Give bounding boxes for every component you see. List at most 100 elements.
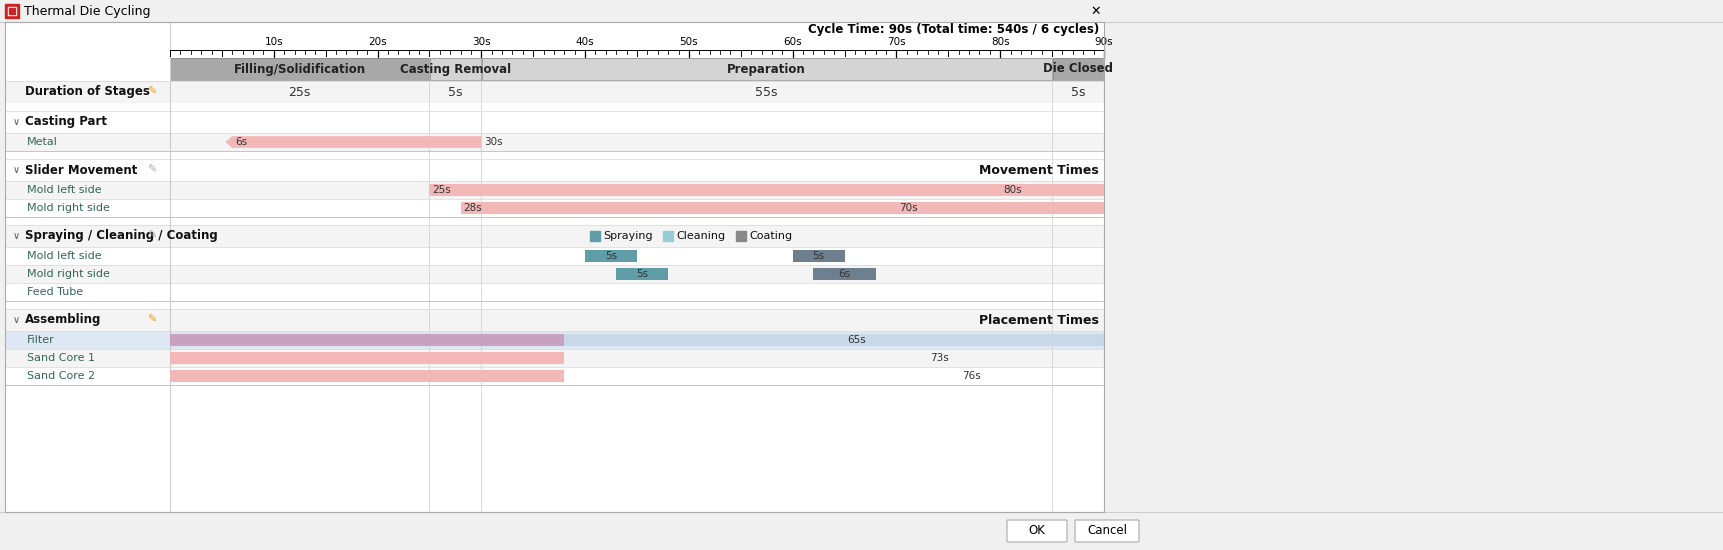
Text: ✎: ✎ (146, 231, 157, 241)
Bar (5, 81, 1103, 103)
Text: 25s: 25s (288, 85, 310, 98)
Bar (460, 202, 1103, 214)
Text: 73s: 73s (930, 353, 949, 363)
FancyBboxPatch shape (1075, 520, 1139, 542)
Text: 40s: 40s (575, 37, 594, 47)
Text: Spraying: Spraying (603, 231, 653, 241)
Bar (171, 370, 563, 382)
Text: Movement Times: Movement Times (979, 163, 1098, 177)
Bar (5, 111, 1103, 133)
Text: 76s: 76s (961, 371, 980, 381)
Text: 28s: 28s (463, 203, 482, 213)
Text: 6s: 6s (234, 137, 246, 147)
Bar (5, 265, 1103, 283)
Bar (5, 247, 1103, 265)
Text: 90s: 90s (1094, 37, 1113, 47)
Bar (9, 8, 16, 14)
Text: 5s: 5s (448, 85, 462, 98)
Text: ✎: ✎ (146, 165, 157, 175)
Bar (5, 367, 1103, 385)
Polygon shape (226, 136, 481, 148)
Text: Filling/Solidification: Filling/Solidification (234, 63, 365, 75)
Text: Mold right side: Mold right side (28, 203, 110, 213)
Bar (171, 58, 429, 80)
Text: Casting Removal: Casting Removal (400, 63, 510, 75)
Bar (5, 4, 19, 18)
Bar (5, 22, 1103, 512)
Text: 6s: 6s (837, 269, 849, 279)
Bar (1053, 58, 1103, 80)
Bar (1053, 58, 1103, 80)
Text: 20s: 20s (369, 37, 386, 47)
Bar (481, 58, 1051, 80)
Bar (5, 225, 1103, 247)
Text: Filter: Filter (28, 335, 55, 345)
Text: Casting Part: Casting Part (26, 116, 107, 129)
Text: 5s: 5s (605, 251, 617, 261)
Text: 5s: 5s (812, 251, 824, 261)
Text: Placement Times: Placement Times (979, 314, 1098, 327)
Text: Mold left side: Mold left side (28, 251, 102, 261)
Text: Spraying / Cleaning / Coating: Spraying / Cleaning / Coating (26, 229, 217, 243)
Bar (5, 309, 1103, 331)
Text: Sand Core 2: Sand Core 2 (28, 371, 95, 381)
Bar (5, 159, 1103, 181)
Bar (5, 349, 1103, 367)
Text: Preparation: Preparation (727, 63, 806, 75)
Bar (171, 58, 429, 80)
Text: Die Closed: Die Closed (1042, 63, 1113, 75)
Text: Mold right side: Mold right side (28, 269, 110, 279)
Text: 60s: 60s (782, 37, 801, 47)
Text: Coating: Coating (750, 231, 793, 241)
Text: 70s: 70s (887, 37, 905, 47)
Text: ✕: ✕ (1091, 4, 1101, 18)
Bar (5, 331, 1103, 349)
Text: Cycle Time: 90s (Total time: 540s / 6 cycles): Cycle Time: 90s (Total time: 540s / 6 cy… (808, 24, 1098, 36)
Text: 70s: 70s (899, 203, 918, 213)
Text: OK: OK (1029, 525, 1044, 537)
Bar (0, 0, 1723, 22)
Bar (429, 58, 481, 80)
Text: 10s: 10s (264, 37, 283, 47)
Text: ∨: ∨ (14, 165, 21, 175)
Bar (429, 184, 1103, 196)
Text: 30s: 30s (484, 137, 503, 147)
Text: 65s: 65s (848, 335, 865, 345)
Text: Mold left side: Mold left side (28, 185, 102, 195)
FancyBboxPatch shape (1006, 520, 1067, 542)
Bar (584, 250, 636, 262)
Bar (793, 250, 844, 262)
Text: ∨: ∨ (14, 315, 21, 325)
Text: ✎: ✎ (146, 87, 157, 97)
Text: 30s: 30s (472, 37, 491, 47)
Bar (171, 352, 563, 364)
Bar (5, 181, 1103, 199)
Text: 5s: 5s (1070, 85, 1085, 98)
Text: 80s: 80s (1003, 185, 1022, 195)
Text: Assembling: Assembling (26, 314, 102, 327)
Bar (5, 81, 1103, 103)
Bar (589, 231, 600, 241)
Bar (663, 231, 672, 241)
Bar (171, 334, 563, 346)
Text: 80s: 80s (991, 37, 1010, 47)
Bar (5, 22, 1103, 512)
Bar (615, 268, 669, 280)
Text: Feed Tube: Feed Tube (28, 287, 83, 297)
Bar (0, 512, 1723, 550)
Bar (5, 199, 1103, 217)
Text: ∨: ∨ (14, 231, 21, 241)
Text: 5s: 5s (636, 269, 648, 279)
Text: Thermal Die Cycling: Thermal Die Cycling (24, 4, 150, 18)
Text: Cleaning: Cleaning (675, 231, 725, 241)
Text: 55s: 55s (755, 85, 777, 98)
Bar (9, 7, 16, 15)
Text: Duration of Stages: Duration of Stages (26, 85, 150, 98)
Text: 25s: 25s (432, 185, 451, 195)
Text: Slider Movement: Slider Movement (26, 163, 138, 177)
Text: Cancel: Cancel (1087, 525, 1127, 537)
Text: ∨: ∨ (14, 117, 21, 127)
Bar (481, 58, 1051, 80)
Bar (429, 58, 481, 80)
Text: ✎: ✎ (146, 315, 157, 325)
